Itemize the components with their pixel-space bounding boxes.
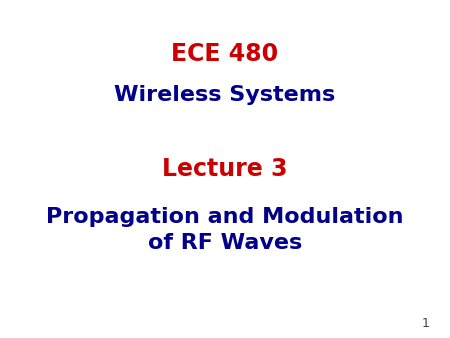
Text: 1: 1 bbox=[422, 317, 430, 330]
Text: Lecture 3: Lecture 3 bbox=[162, 157, 288, 181]
Text: ECE 480: ECE 480 bbox=[171, 42, 279, 66]
Text: Propagation and Modulation
of RF Waves: Propagation and Modulation of RF Waves bbox=[46, 207, 404, 253]
Text: Wireless Systems: Wireless Systems bbox=[114, 84, 336, 105]
